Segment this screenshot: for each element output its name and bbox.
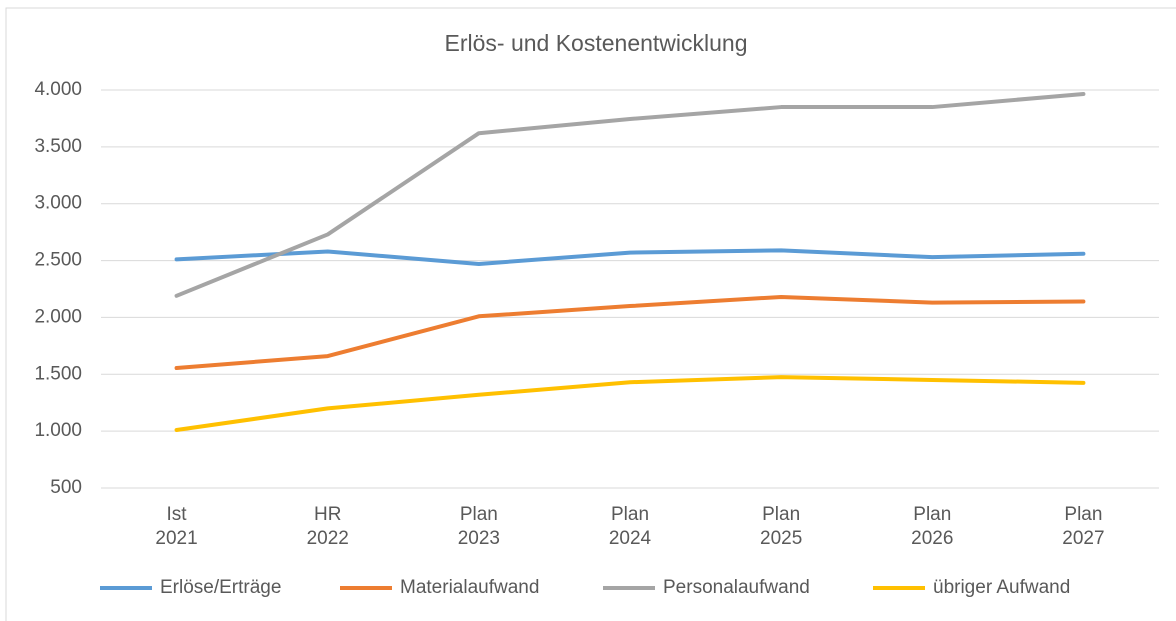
x-tick-label: 2023 — [458, 528, 500, 549]
series-line — [174, 91, 1086, 298]
legend-label: übriger Aufwand — [933, 577, 1070, 598]
x-tick-label: 2027 — [1062, 528, 1104, 549]
y-tick-label: 1.000 — [34, 420, 82, 441]
y-tick-label: 3.500 — [34, 136, 82, 157]
y-tick-label: 500 — [50, 477, 82, 498]
chart-title: Erlös- und Kostenentwicklung — [445, 30, 748, 56]
x-tick-label: 2022 — [307, 528, 349, 549]
x-tick-label: Plan — [460, 504, 498, 525]
x-tick-label: 2026 — [911, 528, 953, 549]
x-tick-label: Plan — [762, 504, 800, 525]
x-tick-label: Plan — [913, 504, 951, 525]
y-tick-label: 4.000 — [34, 79, 82, 100]
y-tick-label: 2.000 — [34, 306, 82, 327]
x-tick-label: Plan — [1064, 504, 1102, 525]
x-tick-label: Plan — [611, 504, 649, 525]
x-tick-label: 2024 — [609, 528, 652, 549]
y-tick-label: 3.000 — [34, 193, 82, 214]
x-tick-label: 2025 — [760, 528, 802, 549]
series-line — [174, 294, 1086, 371]
series-line — [174, 375, 1086, 433]
legend-label: Erlöse/Erträge — [160, 577, 281, 598]
series-line — [174, 248, 1086, 266]
legend-label: Personalaufwand — [663, 577, 810, 598]
x-tick-label: 2021 — [155, 528, 197, 549]
y-tick-label: 1.500 — [34, 363, 82, 384]
y-tick-label: 2.500 — [34, 250, 82, 271]
chart-frame — [5, 7, 1176, 621]
legend-label: Materialaufwand — [400, 577, 539, 598]
x-tick-label: Ist — [167, 504, 188, 525]
x-tick-label: HR — [314, 504, 341, 525]
